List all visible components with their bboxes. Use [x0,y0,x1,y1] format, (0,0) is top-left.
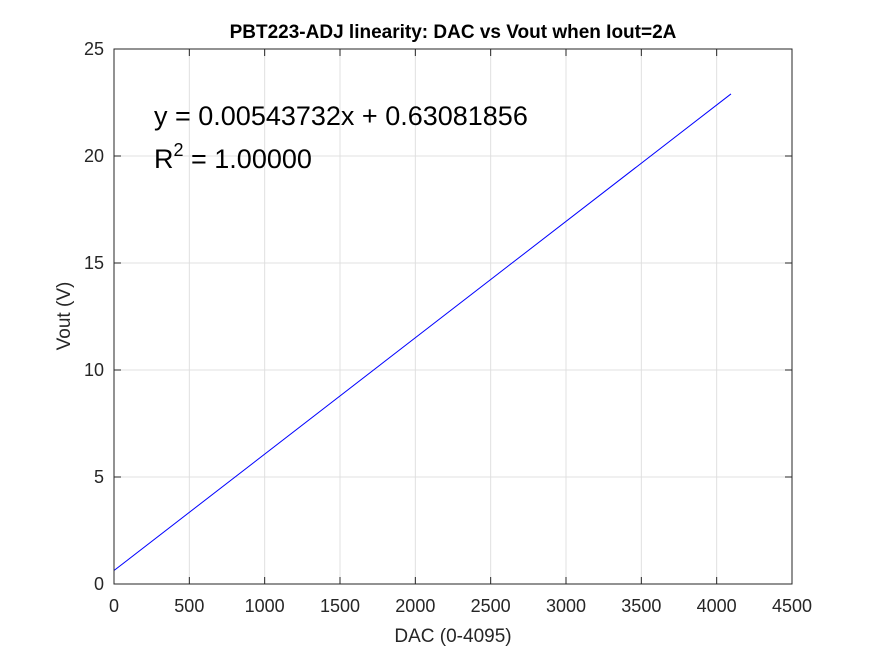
x-tick-label: 3000 [546,596,586,616]
y-axis-label: Vout (V) [54,282,75,351]
y-tick-label: 0 [94,574,104,594]
regression-equation: y = 0.00543732x + 0.63081856 [154,101,528,131]
x-tick-label: 1500 [320,596,360,616]
series-layer [113,93,732,571]
r-squared-annotation: R2 = 1.00000 [154,140,312,174]
y-tick-label: 10 [84,360,104,380]
chart-title: PBT223-ADJ linearity: DAC vs Vout when I… [230,22,677,43]
r-squared-value: = 1.00000 [184,144,312,174]
x-tick-label: 4500 [772,596,812,616]
y-tick-label: 25 [84,39,104,59]
y-tick-label: 20 [84,146,104,166]
x-tick-label: 3500 [621,596,661,616]
plot-frame [113,48,793,585]
r-squared-prefix: R [154,144,174,174]
y-tick-label: 15 [84,253,104,273]
series-line [113,93,732,571]
x-axis-label: DAC (0-4095) [394,626,511,647]
tick-layer: 0 500 1000 1500 2000 2500 3000 3500 4000 4500 0 5 10… [84,39,812,616]
plot-background [114,49,792,584]
y-tick-label: 5 [94,467,104,487]
x-tick-label: 500 [174,596,204,616]
x-tick-label: 2000 [395,596,435,616]
x-tick-label: 2500 [471,596,511,616]
r-squared-exponent: 2 [174,140,184,160]
x-tick-label: 4000 [697,596,737,616]
x-tick-label: 1000 [245,596,285,616]
x-tick-label: 0 [109,596,119,616]
